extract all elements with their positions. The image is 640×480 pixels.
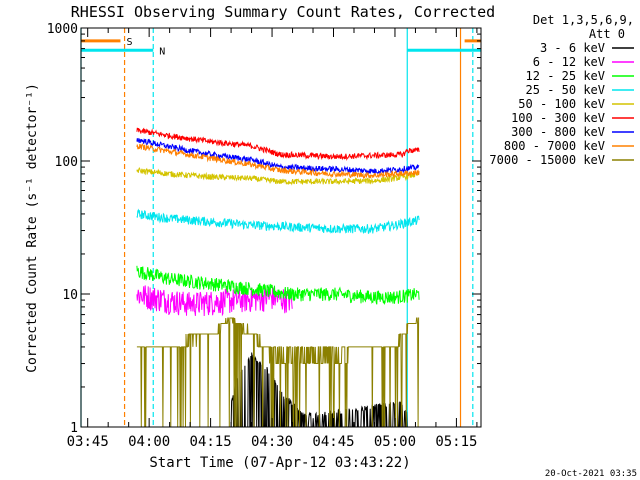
legend-label-9: 7000 - 15000 keV (489, 153, 605, 167)
series-25-50-kev (136, 208, 420, 235)
flag-label-n: N (159, 46, 165, 57)
series-100-300-kev (136, 127, 420, 161)
legend-label-3: 12 - 25 keV (526, 69, 605, 83)
legend-label-4: 25 - 50 keV (526, 83, 605, 97)
series-7000-15000-kev (136, 317, 420, 428)
x-tick-label-0445: 04:45 (312, 434, 354, 450)
legend-label-6: 100 - 300 keV (511, 111, 605, 125)
legend-label-7: 300 - 800 keV (511, 125, 605, 139)
series-300-800-kev (136, 137, 420, 174)
axes: 1 10 100 1000 03:45 04:00 04:15 04:30 04:45 05:00… (47, 22, 481, 450)
legend-label-5: 50 - 100 keV (518, 97, 605, 111)
x-tick-label-0430: 04:30 (251, 434, 293, 450)
chart-title: RHESSI Observing Summary Count Rates, Co… (71, 3, 495, 21)
plot-frame (80, 27, 482, 428)
x-axis-label: Start Time (07-Apr-12 03:43:22) (149, 455, 410, 471)
legend-label-2: 6 - 12 keV (533, 55, 605, 69)
y-tick-label-100: 100 (55, 155, 78, 170)
y-tick-label-1000: 1000 (47, 22, 78, 37)
y-tick-label-1: 1 (70, 421, 78, 436)
legend-header-line-1: Det 1,3,5,6,9, (533, 13, 634, 27)
x-tick-label-0345: 03:45 (67, 434, 109, 450)
legend-header-line-2: Att 0 (589, 27, 625, 41)
x-tick-label-0500: 05:00 (374, 434, 416, 450)
y-tick-label-10: 10 (62, 288, 78, 303)
legend-label-1: 3 - 6 keV (540, 41, 605, 55)
series-800-7000-kev (136, 142, 420, 180)
footer-timestamp: 20-Oct-2021 03:35 (545, 469, 637, 479)
x-tick-label-0400: 04:00 (128, 434, 170, 450)
legend-label-8: 800 - 7000 keV (504, 139, 605, 153)
y-axis-label: Corrected Count Rate (s⁻¹ detector⁻¹) (25, 83, 40, 373)
x-tick-label-0515: 05:15 (435, 434, 477, 450)
flag-label-s: S (126, 37, 132, 48)
series-6-12-kev (136, 285, 293, 317)
plot-area: SN (80, 28, 481, 428)
series-50-100-kev (136, 166, 420, 186)
x-tick-label-0415: 04:15 (190, 434, 232, 450)
series-12-25-kev (136, 265, 420, 306)
